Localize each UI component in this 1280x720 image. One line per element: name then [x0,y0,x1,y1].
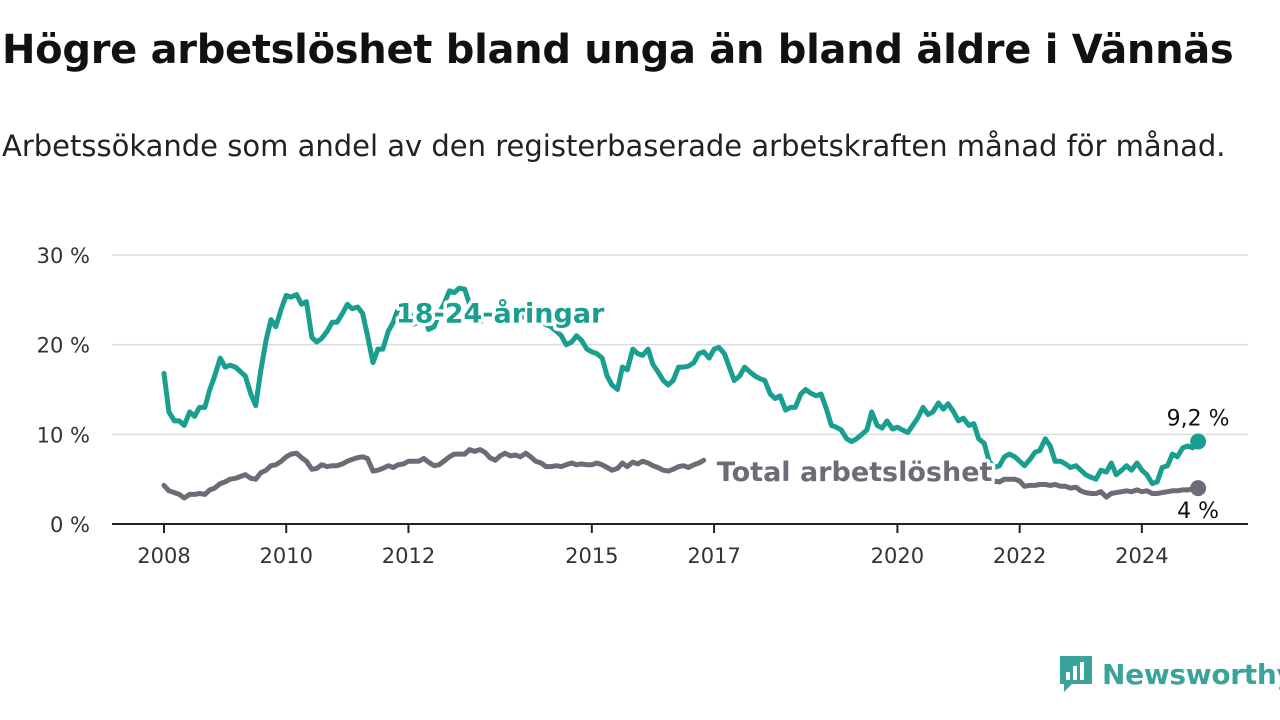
series-label-total: Total arbetslöshet [717,457,993,488]
x-tick-label-2022: 2022 [993,544,1046,568]
newsworthy-logo-icon [1060,656,1092,692]
end-value-label-youth: 9,2 % [1167,407,1230,432]
x-tick-label-2017: 2017 [687,544,740,568]
x-tick-label-2008: 2008 [137,544,190,568]
chart-title: Högre arbetslöshet bland unga än bland ä… [2,27,1234,73]
series-line-total-part-1 [161,447,707,501]
newsworthy-wordmark: Newsworthy [1102,657,1280,691]
x-tick-label-2012: 2012 [382,544,435,568]
series-line-total-part-2 [986,474,1201,500]
y-tick-label-20: 20 % [37,334,90,358]
series-lines [161,285,1207,501]
newsworthy-logo: Newsworthy [1058,654,1280,694]
x-tick-label-2020: 2020 [871,544,924,568]
x-tick-label-2024: 2024 [1115,544,1168,568]
y-axis-tick-labels: 0 % 10 % 20 % 30 % [37,244,90,537]
end-point-total [1190,480,1207,497]
y-tick-label-0: 0 % [50,513,90,537]
y-tick-label-10: 10 % [37,423,90,447]
end-point-youth [1190,433,1207,450]
end-value-label-total: 4 % [1177,499,1219,524]
chart-subtitle: Arbetssökande som andel av den registerb… [2,129,1226,163]
series-label-youth: 18-24-åringar [396,297,605,329]
x-tick-label-2010: 2010 [260,544,313,568]
grid-lines [112,254,1248,436]
x-tick-label-2015: 2015 [565,544,618,568]
x-axis-ticks: 2008 2010 2012 2015 2017 2020 2022 2024 [137,524,1169,568]
series-line-youth [161,285,1201,487]
y-tick-label-30: 30 % [37,244,90,268]
series-labels: 4 % 9,2 % 18-24-åringar Total arbetslöshet [392,294,1230,524]
